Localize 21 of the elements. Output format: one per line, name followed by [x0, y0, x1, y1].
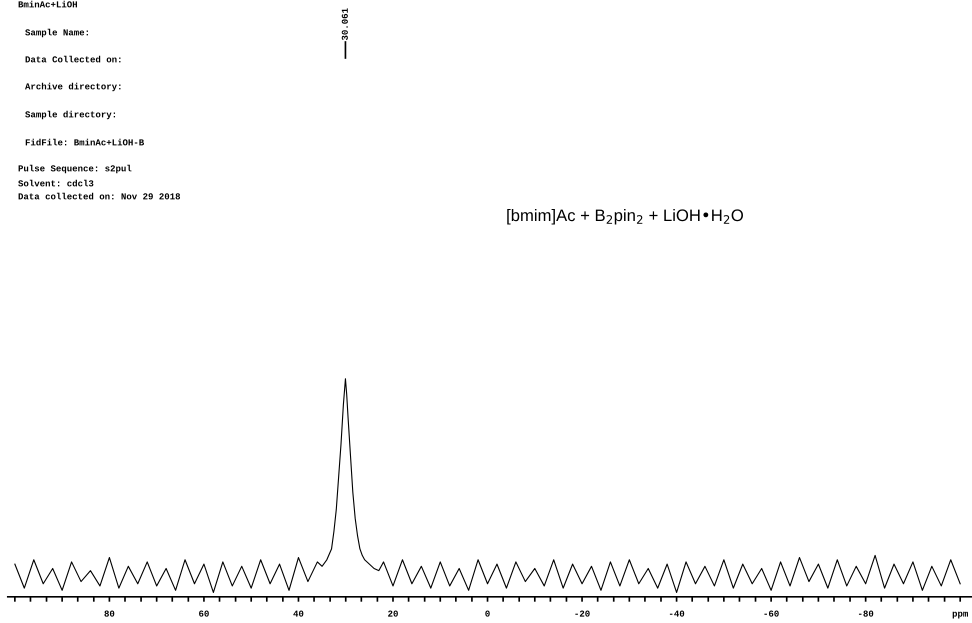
x-tick-label: ppm: [952, 612, 968, 618]
chart-title: [bmim]Ac + B$_{2}$pin$_{2}$ + LiOH•H$_{2}$O: [507, 208, 743, 225]
x-tick-label: -40: [670, 610, 684, 617]
x-tick-label: 20: [388, 610, 398, 617]
x-tick-label: -20: [575, 610, 590, 617]
x-tick-label: 0: [485, 610, 490, 617]
text: Solvent: cdcl3: [18, 180, 94, 186]
x-tick-label: 80: [104, 610, 114, 617]
text: BminAc+LiOH: [18, 0, 77, 8]
x-tick-label: -60: [764, 610, 779, 617]
text: Data collected on: Nov 29 2018: [18, 192, 180, 200]
x-tick-label: -80: [858, 610, 874, 617]
text: Sample Name:: [25, 28, 88, 38]
text: Data Collected on:: [26, 56, 120, 62]
x-tick-label: 60: [199, 610, 209, 617]
text: Sample directory:: [25, 110, 116, 120]
x-tick-label: 40: [293, 610, 304, 617]
text: Archive directory:: [25, 82, 120, 92]
text: FidFile: BminAc+LiOH-B: [26, 138, 144, 146]
text: 30.061: [342, 8, 348, 40]
text: Pulse Sequence: s2pul: [18, 164, 132, 174]
